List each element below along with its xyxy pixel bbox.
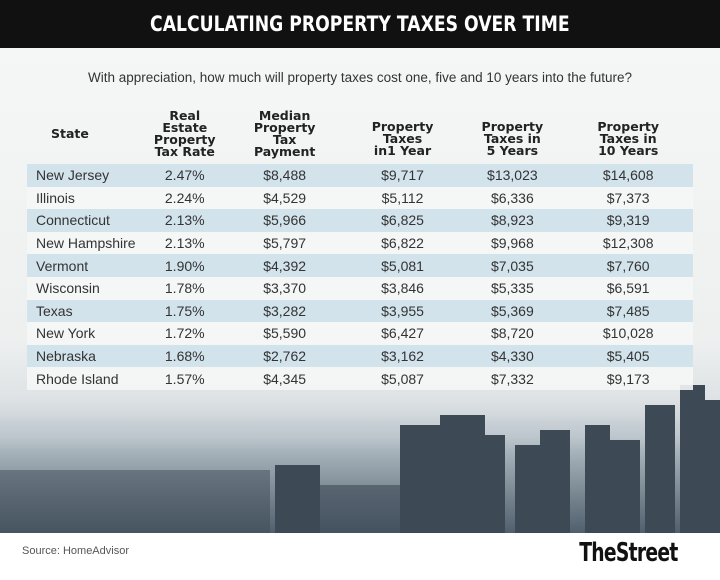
cell-taxes-1-year: $5,112 — [381, 189, 424, 206]
cell-taxes-1-year: $3,846 — [381, 280, 424, 297]
table-row: Wisconsin 1.78% $3,370 $3,846 $5,335 $6,591 — [27, 276, 693, 300]
cell-median-payment: $8,488 — [263, 167, 307, 184]
cell-median-payment: $3,370 — [263, 280, 307, 297]
cell-taxes-10-years: $7,485 — [606, 302, 650, 319]
cell-taxes-5-years: $4,330 — [490, 348, 534, 365]
cell-state: New Hampshire — [36, 235, 136, 252]
cell-median-payment: $5,590 — [263, 325, 307, 342]
cell-taxes-10-years: $5,405 — [606, 348, 650, 365]
table-row: New Hampshire 2.13% $5,797 $6,822 $9,968 $12,… — [27, 231, 693, 255]
cell-taxes-10-years: $12,308 — [602, 235, 654, 252]
cell-rate: 2.13% — [164, 235, 205, 252]
cell-rate: 2.13% — [164, 212, 205, 229]
title-bar: CALCULATING PROPERTY TAXES OVER TIME — [0, 0, 720, 48]
table-row: Vermont 1.90% $4,392 $5,081 $7,035 $7,760 — [27, 254, 693, 277]
footer: Source: HomeAdvisor TheStreet — [0, 533, 720, 580]
cell-taxes-5-years: $5,369 — [490, 302, 534, 319]
cell-taxes-5-years: $5,335 — [490, 280, 534, 297]
cell-taxes-1-year: $5,081 — [381, 257, 424, 274]
city-skyline-image — [0, 385, 720, 533]
cell-taxes-10-years: $9,173 — [606, 370, 650, 387]
cell-taxes-10-years: $6,591 — [606, 280, 650, 297]
page-title: CALCULATING PROPERTY TAXES OVER TIME — [150, 12, 570, 36]
cell-state: Wisconsin — [36, 280, 100, 297]
cell-rate: 1.57% — [164, 370, 205, 387]
cell-taxes-5-years: $6,336 — [490, 189, 534, 206]
cell-rate: 1.68% — [164, 348, 205, 365]
column-header-1-year: Property Taxes in1 Year — [371, 119, 434, 158]
column-header-5-years: Property Taxes in 5 Years — [481, 119, 544, 158]
cell-rate: 1.90% — [164, 257, 205, 274]
column-header-state: State — [51, 126, 89, 141]
cell-rate: 2.24% — [164, 189, 205, 206]
cell-median-payment: $4,392 — [263, 257, 307, 274]
cell-state: Connecticut — [36, 212, 110, 229]
cell-state: Illinois — [36, 189, 75, 206]
cell-taxes-1-year: $3,162 — [381, 348, 424, 365]
cell-state: New York — [36, 325, 96, 342]
cell-median-payment: $2,762 — [263, 348, 307, 365]
table-row: Rhode Island 1.57% $4,345 $5,087 $7,332 $9,17… — [27, 367, 693, 390]
table-row: Illinois 2.24% $4,529 $5,112 $6,336 $7,373 — [27, 186, 693, 210]
cell-taxes-1-year: $9,717 — [381, 167, 424, 184]
cell-median-payment: $4,529 — [263, 189, 307, 206]
cell-state: Texas — [36, 302, 73, 319]
cell-taxes-10-years: $10,028 — [602, 325, 654, 342]
cell-taxes-10-years: $9,319 — [606, 212, 650, 229]
cell-median-payment: $5,797 — [263, 235, 307, 252]
cell-state: Rhode Island — [36, 370, 119, 387]
cell-rate: 2.47% — [164, 167, 205, 184]
table-row: New York 1.72% $5,590 $6,427 $8,720 $10,028 — [27, 322, 693, 345]
cell-taxes-5-years: $8,720 — [490, 325, 534, 342]
cell-taxes-10-years: $14,608 — [602, 167, 654, 184]
table-row: Texas 1.75% $3,282 $3,955 $5,369 $7,485 — [27, 299, 693, 323]
cell-taxes-1-year: $6,822 — [381, 235, 424, 252]
thestreet-logo: TheStreet — [579, 538, 679, 568]
cell-state: Vermont — [36, 257, 89, 274]
cell-rate: 1.72% — [164, 325, 205, 342]
cell-rate: 1.75% — [164, 302, 205, 319]
cell-state: New Jersey — [36, 167, 110, 184]
table-row: Connecticut 2.13% $5,966 $6,825 $8,923 $9,319 — [27, 209, 693, 232]
column-header-median: Median Property Tax Payment — [253, 108, 316, 159]
table-row: New Jersey 2.47% $8,488 $9,717 $13,023 $14,60… — [27, 164, 693, 187]
source-note: Source: HomeAdvisor — [22, 545, 129, 557]
cell-rate: 1.78% — [164, 280, 205, 297]
cell-taxes-10-years: $7,760 — [606, 257, 650, 274]
table-row: Nebraska 1.68% $2,762 $3,162 $4,330 $5,405 — [27, 344, 693, 368]
subtitle: With appreciation, how much will propert… — [87, 70, 633, 85]
cell-taxes-1-year: $6,825 — [381, 212, 424, 229]
cell-taxes-5-years: $13,023 — [487, 167, 538, 184]
cell-taxes-10-years: $7,373 — [606, 189, 650, 206]
table-header-row: State Real Estate Property Tax Rate Medi… — [27, 108, 693, 164]
cell-median-payment: $4,345 — [263, 370, 307, 387]
cell-taxes-1-year: $6,427 — [381, 325, 424, 342]
cell-state: Nebraska — [36, 348, 96, 365]
cell-taxes-5-years: $9,968 — [490, 235, 534, 252]
cell-taxes-5-years: $7,332 — [490, 370, 534, 387]
column-header-10-years: Property Taxes in 10 Years — [597, 119, 659, 158]
cell-taxes-5-years: $7,035 — [490, 257, 534, 274]
cell-taxes-5-years: $8,923 — [490, 212, 534, 229]
property-tax-table: State Real Estate Property Tax Rate Medi… — [27, 108, 693, 390]
cell-taxes-1-year: $3,955 — [381, 302, 424, 319]
cell-median-payment: $5,966 — [263, 212, 307, 229]
cell-median-payment: $3,282 — [263, 302, 307, 319]
cell-taxes-1-year: $5,087 — [381, 370, 424, 387]
column-header-rate: Real Estate Property Tax Rate — [153, 108, 216, 159]
